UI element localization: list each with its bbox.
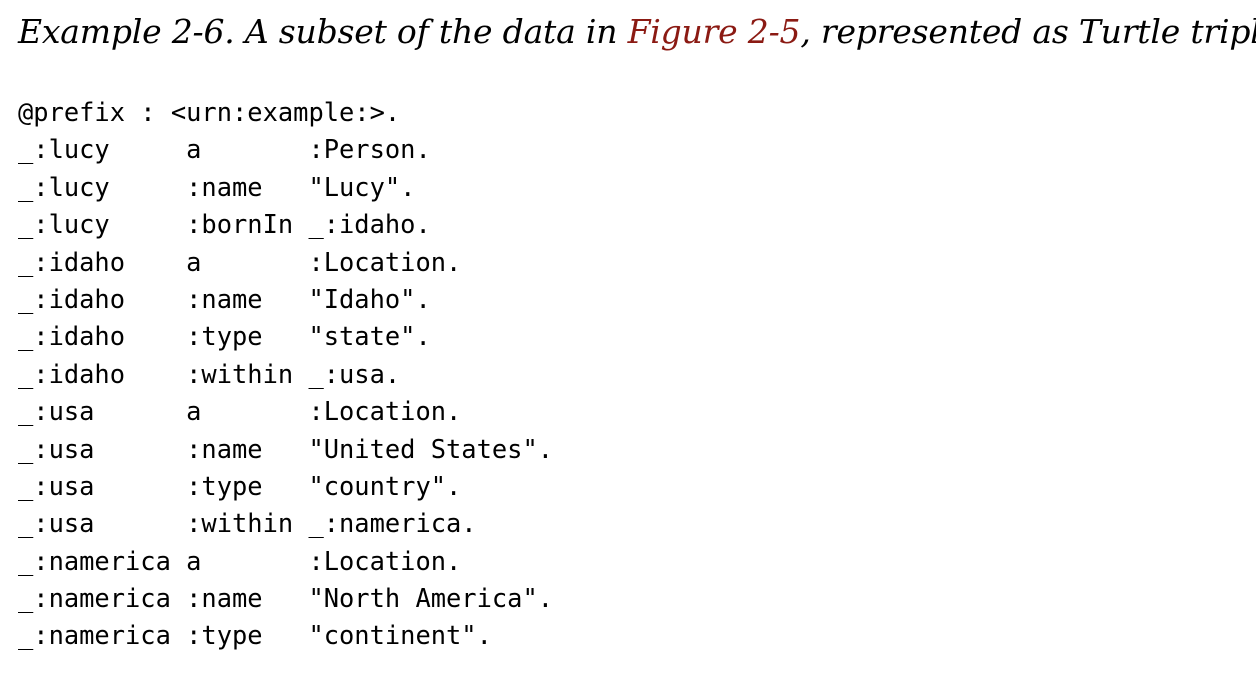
- code-line: _:idaho :type "state".: [18, 321, 431, 352]
- code-line: _:lucy :name "Lucy".: [18, 171, 416, 202]
- code-line: _:usa :type "country".: [18, 470, 462, 501]
- caption-suffix: , represented as Turtle triples: [800, 12, 1256, 51]
- turtle-code-block: @prefix : <urn:example:>. _:lucy a :Perso…: [18, 94, 553, 655]
- code-line: _:namerica :type "continent".: [18, 620, 492, 651]
- example-caption: Example 2-6. A subset of the data in Fig…: [18, 10, 1256, 54]
- code-line: _:namerica a :Location.: [18, 545, 462, 576]
- code-line: _:namerica :name "North America".: [18, 583, 554, 614]
- code-line: @prefix : <urn:example:>.: [18, 97, 401, 127]
- code-line: _:idaho :name "Idaho".: [18, 283, 431, 314]
- code-line: _:usa a :Location.: [18, 396, 462, 427]
- code-line: _:usa :within _:namerica.: [18, 508, 477, 539]
- code-line: _:usa :name "United States".: [18, 433, 554, 464]
- caption-prefix: Example 2-6. A subset of the data in: [18, 12, 628, 51]
- code-line: _:lucy :bornIn _:idaho.: [18, 209, 431, 240]
- code-line: _:lucy a :Person.: [18, 134, 431, 165]
- code-line: _:idaho a :Location.: [18, 246, 462, 277]
- code-line: _:idaho :within _:usa.: [18, 358, 401, 389]
- figure-reference-link[interactable]: Figure 2-5: [627, 12, 801, 51]
